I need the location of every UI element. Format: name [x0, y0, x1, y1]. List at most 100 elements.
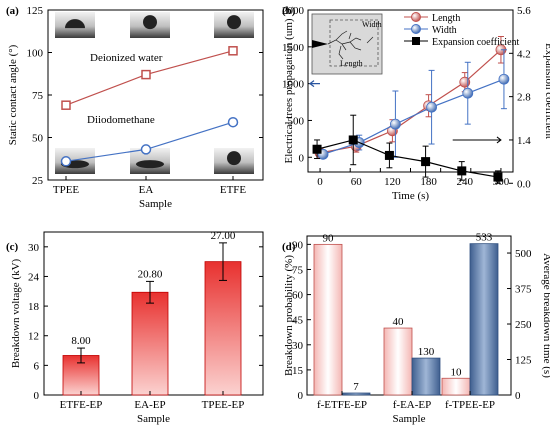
y-axis-label: Breakdown voltage (kV) — [10, 258, 22, 368]
panel-c-label: (c) — [6, 241, 19, 253]
y-tick-label: 30 — [28, 242, 40, 254]
x-axis-label: Time (s) — [392, 190, 430, 202]
bar-value-label: 7 — [353, 381, 359, 393]
data-point — [390, 118, 401, 130]
series-line — [316, 139, 499, 178]
y-tick-label: 0 — [34, 390, 40, 402]
legend-label: Expansion coefficient — [432, 37, 520, 48]
x-tick-label: 0 — [317, 176, 323, 188]
series-label-water: Deionized water — [90, 52, 163, 64]
y-tick-label: 0 — [299, 152, 305, 164]
data-point — [312, 144, 322, 154]
y-tick-label: 25 — [32, 175, 44, 187]
legend-marker — [412, 37, 420, 45]
x-tick-label: TPEE-EP — [202, 399, 245, 411]
panel-d-breakdown-probability: (d) 0 15 30 45 60 75 90 0 125 250 375 500 90 7 f-ETFE-E… — [282, 232, 550, 425]
bar-value-label: 130 — [418, 346, 435, 358]
y-tick-label: 2000 — [282, 5, 305, 17]
data-point — [384, 150, 394, 160]
bar-probability — [441, 377, 471, 396]
x-tick-label: 180 — [420, 176, 437, 188]
y-tick-label: 30 — [292, 340, 304, 352]
axis-arrow-left — [309, 80, 320, 88]
data-point — [141, 69, 151, 80]
x-tick-label: f-TPEE-EP — [445, 399, 495, 411]
y-tick-label-right: 375 — [515, 284, 532, 296]
y-tick-label: 18 — [28, 301, 40, 313]
y-tick-label-right: 2.8 — [517, 92, 531, 104]
axis-arrow-right — [452, 136, 502, 144]
x-tick-label: f-EA-EP — [393, 399, 432, 411]
x-axis-label: Sample — [393, 413, 426, 425]
legend-label: Width — [432, 25, 457, 36]
legend-label: Length — [432, 13, 460, 24]
bar-value-label: 8.00 — [71, 335, 91, 347]
x-tick-label: 240 — [457, 176, 474, 188]
x-tick-label: ETFE-EP — [60, 399, 103, 411]
data-point — [421, 157, 431, 167]
data-point — [457, 166, 467, 176]
x-axis-label: Sample — [139, 198, 172, 210]
panel-a-contact-angle: (a) 25 50 75 100 125 TPEE EA ETFE Sample Static co… — [6, 5, 264, 210]
y-tick-label-right: 1.4 — [517, 135, 531, 147]
y-tick-label: 6 — [34, 360, 40, 372]
y-tick-label-right: 0 — [515, 390, 521, 402]
y-axis-label-right: Average breakdown time (s) — [541, 253, 550, 378]
y-tick-label: 12 — [28, 331, 39, 343]
data-point — [348, 135, 358, 145]
needle-electrode-icon — [312, 40, 328, 48]
y-tick-label: 125 — [27, 5, 44, 17]
data-point — [462, 87, 474, 99]
panel-c-breakdown-voltage: (c) 0 6 12 18 24 30 8.00 ETFE-EP 20.80 EA-EP 27.00 T… — [6, 230, 264, 425]
y-tick-label-right: 500 — [515, 248, 532, 260]
bar-breakdown-time — [411, 357, 441, 396]
data-point — [227, 116, 239, 128]
inset-length-label: Length — [340, 59, 363, 68]
y-tick-label: 75 — [292, 264, 304, 276]
y-tick-label: 0 — [298, 390, 304, 402]
data-point — [498, 73, 510, 85]
y-tick-label: 60 — [292, 290, 304, 302]
y-tick-label-right: 125 — [515, 355, 532, 367]
series-line — [319, 49, 502, 154]
y-tick-label-right: 4.2 — [517, 48, 531, 60]
x-tick-label: ETFE — [220, 184, 247, 196]
y-tick-label: 75 — [32, 90, 44, 102]
y-tick-label: 1000 — [282, 79, 305, 91]
x-tick-label: 60 — [351, 176, 363, 188]
panel-d-label: (d) — [282, 241, 296, 253]
droplet-shape — [227, 151, 241, 166]
data-point — [61, 100, 71, 110]
droplet-shape — [143, 15, 157, 30]
y-axis-label: Static contact angle (°) — [7, 44, 19, 145]
y-tick-label: 45 — [292, 315, 304, 327]
panel-a-label: (a) — [6, 5, 19, 17]
y-tick-label-right: 5.6 — [517, 5, 531, 17]
bar-value-label: 90 — [323, 232, 335, 244]
bar-breakdown-time — [469, 243, 499, 396]
y-tick-label: 1500 — [282, 42, 305, 54]
y-axis-label: Electrical trees propagation (um) — [283, 18, 295, 163]
droplet-shape — [227, 15, 241, 30]
x-tick-label: EA-EP — [134, 399, 165, 411]
legend-marker — [411, 12, 421, 22]
data-point — [426, 101, 437, 113]
data-point — [60, 156, 72, 167]
y-tick-label: 50 — [32, 133, 44, 145]
y-tick-label-right: 0.0 — [517, 178, 531, 190]
bar — [204, 261, 242, 396]
y-tick-label-right: 250 — [515, 319, 532, 331]
bar-probability — [383, 327, 413, 396]
y-tick-label: 100 — [27, 48, 44, 60]
y-tick-label: 15 — [292, 365, 304, 377]
panel-b-tree-propagation: (b)0 60 120 180 240 30005001000150020000.01.4… — [282, 5, 550, 202]
bar-value-label: 533 — [476, 232, 493, 244]
bar-breakdown-time — [341, 392, 371, 396]
x-tick-label: 120 — [384, 176, 401, 188]
droplet-shape — [65, 19, 85, 29]
y-axis-label-right: Expansion coefficient — [543, 43, 550, 139]
panel-b-label: (b) — [282, 5, 296, 17]
y-axis-label: Breakdown probability (%) — [283, 255, 295, 376]
y-tick-label: 90 — [292, 239, 304, 251]
